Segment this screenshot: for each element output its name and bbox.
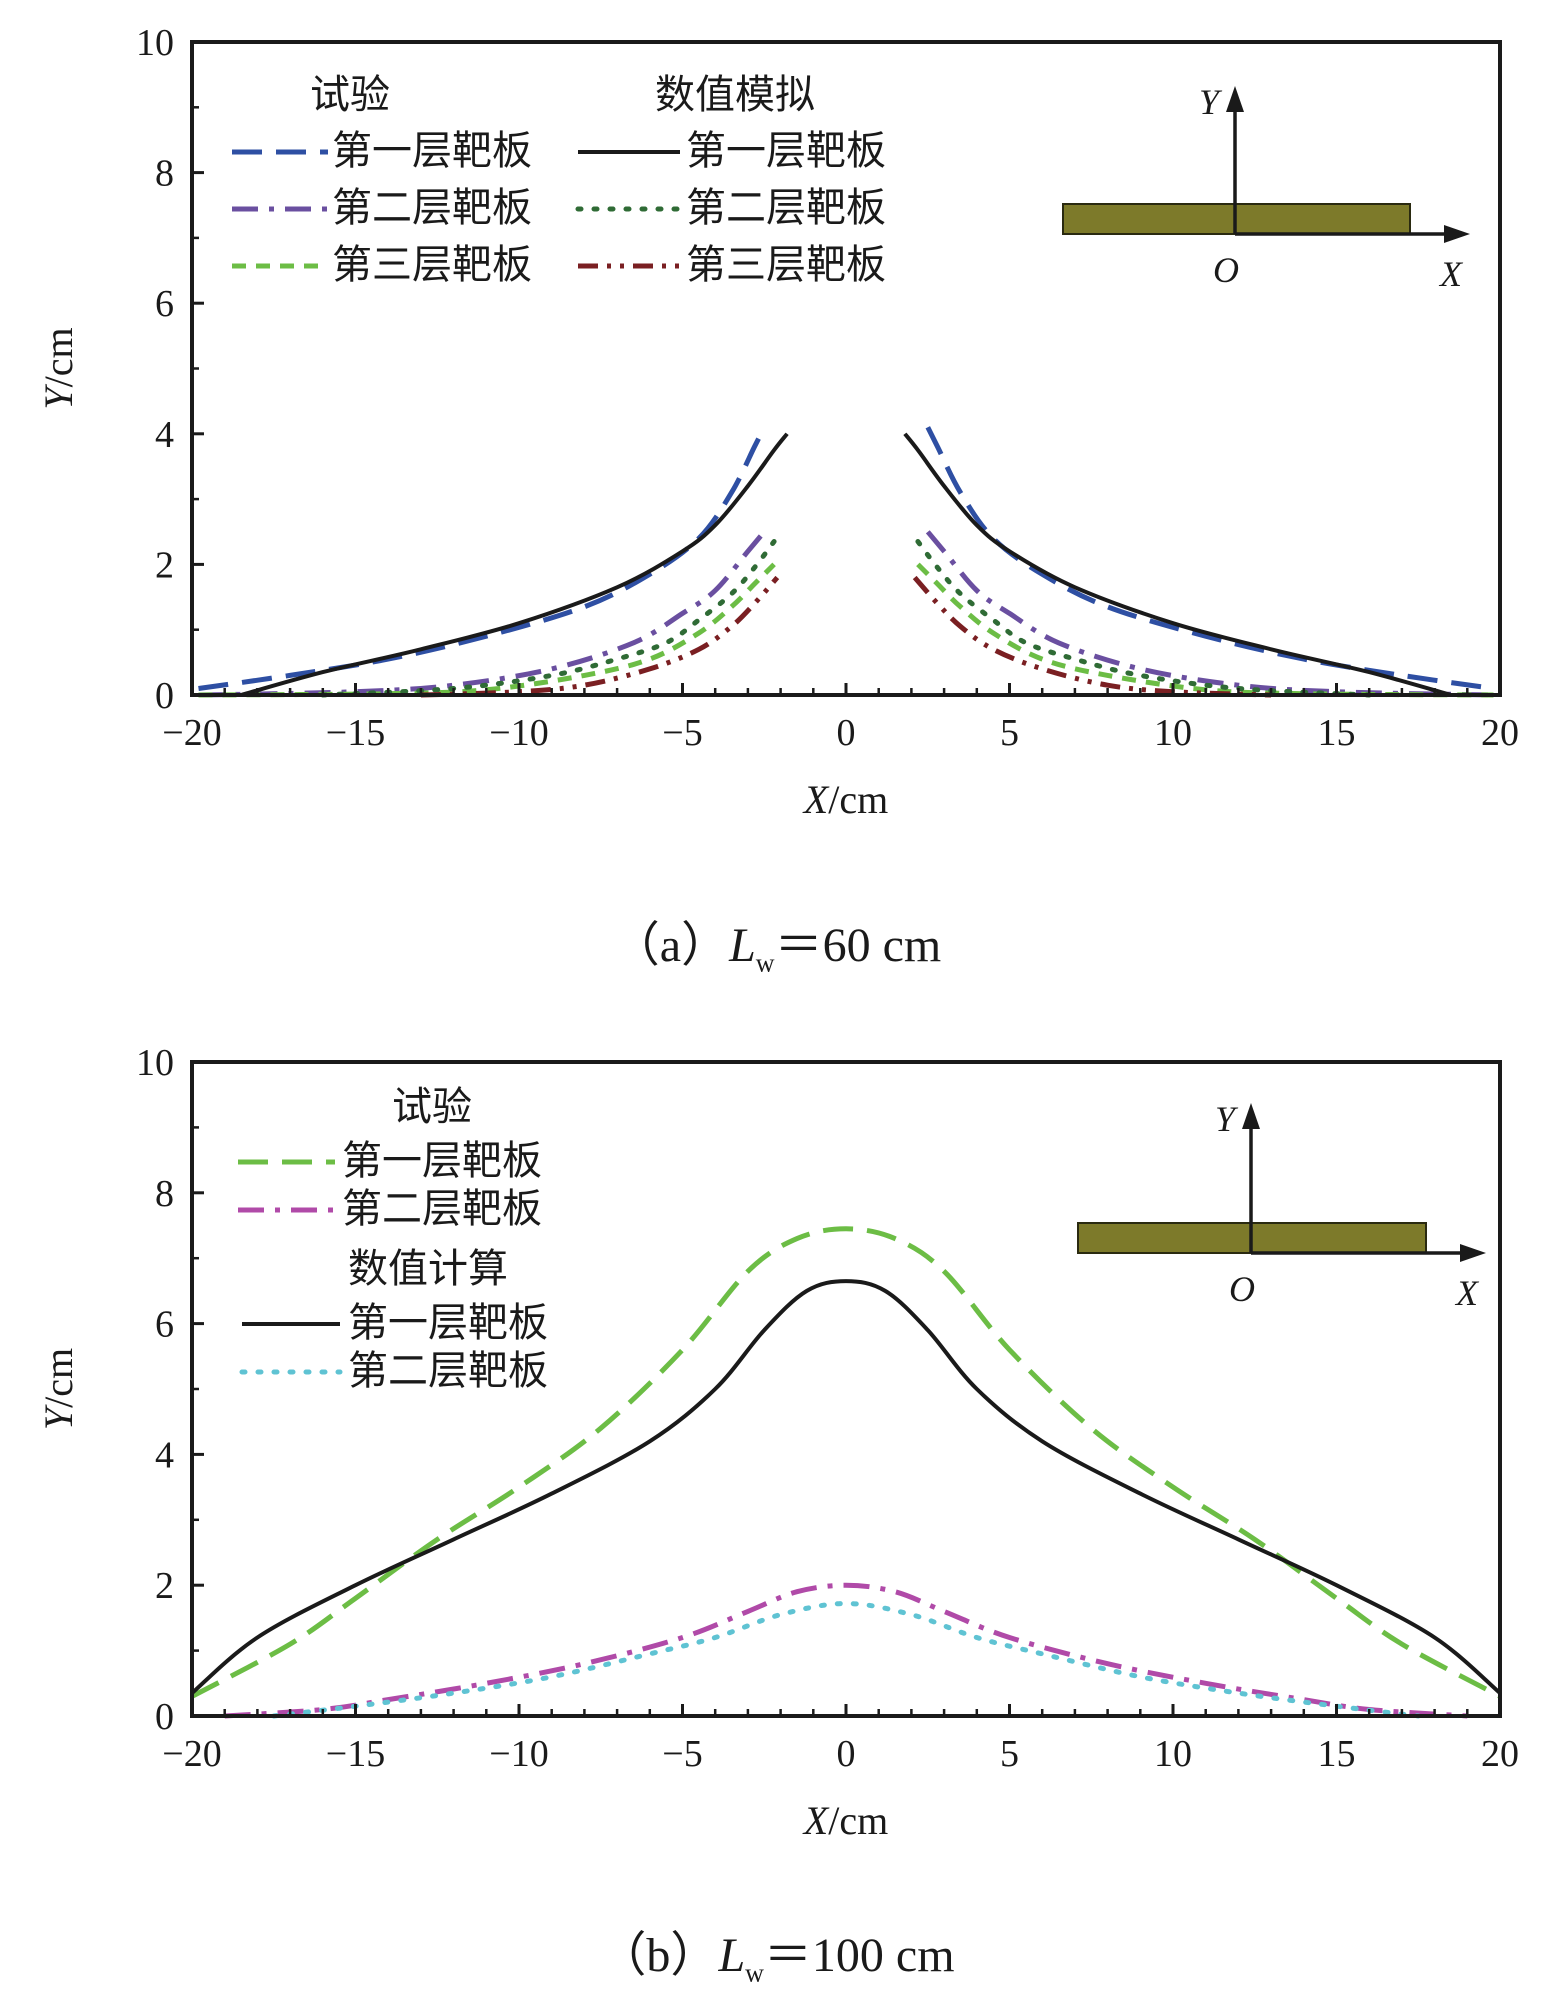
c2-y-tick-label: 0 — [155, 1696, 174, 1738]
c2-legend-group-2-title: 数值计算 — [348, 1246, 508, 1292]
c1-y-tick-label: 2 — [155, 544, 174, 586]
c2-legend-group-1-title: 试验 — [392, 1084, 472, 1130]
c1-inset-y-arrow — [1226, 86, 1244, 112]
c1-inset-origin-label: O — [1213, 250, 1239, 290]
c1-series-1-line-2 — [925, 426, 1494, 691]
c1-legend-label-6: 第三层靶板 — [686, 242, 886, 288]
c2-y-tick-label: 2 — [155, 1565, 174, 1607]
c2-x-tick-label: −20 — [162, 1733, 221, 1775]
caption-b-sub: w — [745, 1958, 764, 1988]
caption-a-sub: w — [755, 948, 775, 978]
caption-b-var: L — [718, 1929, 746, 1982]
c1-series-5-line-2 — [915, 539, 1372, 698]
c2-x-tick-label: 20 — [1481, 1733, 1519, 1775]
c1-series-1-line-1 — [198, 426, 767, 691]
c1-legend-label-4: 第一层靶板 — [686, 128, 886, 174]
c1-x-tick-label: 20 — [1481, 712, 1519, 754]
c1-y-axis-unit: /cm — [36, 327, 81, 387]
c2-x-tick-label: −15 — [326, 1733, 385, 1775]
c1-series-3-line-2 — [916, 562, 1494, 698]
c1-x-tick-label: −15 — [326, 712, 385, 754]
c2-y-tick-label: 4 — [155, 1434, 174, 1476]
c1-legend-label-3: 第三层靶板 — [332, 242, 532, 288]
c1-y-tick-label: 6 — [155, 283, 174, 325]
chart-b: −20 −15 −10 −5 0 5 10 15 200246810X/cmY/cm试验第一层靶… — [36, 1042, 1519, 1843]
c1-x-axis-unit: /cm — [828, 777, 888, 822]
c2-legend-label-2: 第二层靶板 — [342, 1186, 542, 1232]
c1-x-axis-label: X/cm — [802, 777, 888, 822]
caption-a-var: L — [729, 919, 756, 972]
c2-inset-x-label: X — [1454, 1273, 1480, 1313]
c1-series-4-line-2 — [903, 432, 1452, 697]
c2-inset-y-label: Y — [1215, 1099, 1239, 1139]
c2-x-tick-label: 0 — [837, 1733, 856, 1775]
caption-a-rest: ＝60 cm — [774, 919, 942, 972]
c2-x-tick-label: 5 — [1000, 1733, 1019, 1775]
c2-x-tick-label: −5 — [662, 1733, 702, 1775]
c1-series-3-line-1 — [198, 562, 776, 698]
c1-series-4-line-1 — [240, 432, 789, 697]
c1-inset-x-label: X — [1438, 254, 1464, 294]
c1-legend-label-2: 第二层靶板 — [332, 185, 532, 231]
caption-a-prefix: （a） — [611, 919, 730, 972]
c2-inset-origin-label: O — [1229, 1269, 1255, 1309]
c2-y-axis-var: Y — [36, 1404, 81, 1430]
caption-b-rest: ＝100 cm — [763, 1929, 955, 1982]
c2-inset-x-arrow — [1460, 1244, 1486, 1262]
c1-inset-x-arrow — [1444, 225, 1470, 243]
c2-x-tick-label: 15 — [1318, 1733, 1356, 1775]
c2-series-4-line-1 — [271, 1600, 1421, 1719]
caption-a: （a）Lw＝60 cm — [0, 905, 1553, 979]
caption-b: （b）Lw＝100 cm — [0, 1915, 1553, 1989]
c2-legend-label-3: 第一层靶板 — [348, 1300, 548, 1346]
c2-y-tick-label: 10 — [136, 1042, 174, 1084]
c2-y-axis-label: Y/cm — [36, 1348, 81, 1430]
c1-x-tick-label: −10 — [489, 712, 548, 754]
panel-b: −20 −15 −10 −5 0 5 10 15 20 0 2 4 6 8 10 X/cm Y/cm 试验 第一层靶… — [0, 990, 1553, 1996]
c1-x-tick-label: −5 — [662, 712, 702, 754]
c2-x-axis-var: X — [802, 1798, 830, 1843]
c1-legend-group-1-title: 试验 — [310, 72, 390, 118]
c2-x-tick-label: 10 — [1154, 1733, 1192, 1775]
c1-legend-group-2-title: 数值模拟 — [655, 72, 815, 118]
c2-x-axis-label: X/cm — [802, 1798, 888, 1843]
c1-x-tick-label: 15 — [1318, 712, 1356, 754]
chart-a: −20 −15 −10 −5 0 5 10 15 200246810X/cmY/cm试验第一层靶… — [36, 22, 1519, 822]
c2-series-2-line-1 — [224, 1582, 1468, 1719]
caption-b-prefix: （b） — [598, 1929, 719, 1982]
c2-y-axis-unit: /cm — [36, 1348, 81, 1408]
c2-series-1-line-1 — [190, 1226, 1502, 1699]
c1-y-axis-var: Y — [36, 384, 81, 410]
c2-x-tick-label: −10 — [489, 1733, 548, 1775]
c1-x-axis-var: X — [802, 777, 830, 822]
c2-inset-y-arrow — [1242, 1103, 1260, 1129]
c2-series-3-line-1 — [190, 1279, 1502, 1695]
c2-y-tick-label: 8 — [155, 1173, 174, 1215]
c1-y-tick-label: 10 — [136, 22, 174, 64]
c1-y-tick-label: 0 — [155, 675, 174, 717]
c1-y-axis-label: Y/cm — [36, 327, 81, 409]
c1-y-tick-label: 4 — [155, 414, 174, 456]
c1-x-tick-label: −20 — [162, 712, 221, 754]
c2-y-tick-label: 6 — [155, 1304, 174, 1346]
c1-legend-label-1: 第一层靶板 — [332, 128, 532, 174]
c2-x-axis-unit: /cm — [828, 1798, 888, 1843]
c1-legend-label-5: 第二层靶板 — [686, 185, 886, 231]
panel-a: −20 −15 −10 −5 0 5 10 15 20 0 2 4 6 8 10 X/cm Y/cm 试验 第一层靶… — [0, 0, 1553, 990]
c1-y-tick-label: 8 — [155, 153, 174, 195]
c1-x-tick-label: 5 — [1000, 712, 1019, 754]
c1-inset-y-label: Y — [1199, 82, 1223, 122]
c1-x-tick-label: 0 — [837, 712, 856, 754]
c1-x-tick-label: 10 — [1154, 712, 1192, 754]
c2-legend-label-1: 第一层靶板 — [342, 1138, 542, 1184]
c2-legend-label-4: 第二层靶板 — [348, 1348, 548, 1394]
